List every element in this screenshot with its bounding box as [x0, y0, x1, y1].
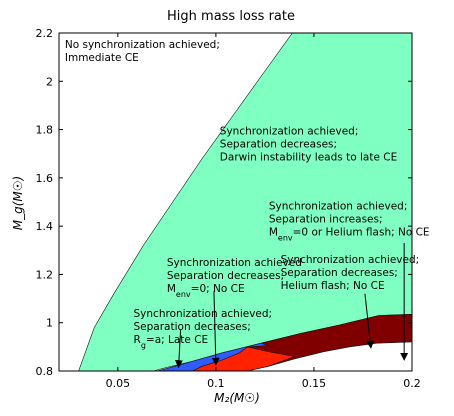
x-tick-label: 0.2 — [403, 377, 421, 390]
annotation-line: Synchronization achieved — [167, 257, 302, 269]
y-tick-label: 2 — [46, 75, 53, 88]
annotation-line: Menv=0; No CE — [167, 283, 245, 299]
annotation-line: Synchronization achieved; — [220, 125, 359, 137]
annotations: No synchronization achieved;Immediate CE… — [65, 39, 430, 350]
y-tick-label: 1.6 — [36, 172, 54, 185]
arrow-menv0 — [211, 291, 220, 366]
region-blue — [157, 342, 269, 371]
annotation-line: Menv=0 or Helium flash; No CE — [269, 227, 430, 243]
region-white — [59, 33, 293, 371]
arrow-helium-flash — [364, 293, 375, 349]
annotation-line: Immediate CE — [65, 52, 139, 64]
annotation-line: Helium flash; No CE — [281, 280, 385, 292]
y-tick-label: 1.4 — [36, 220, 54, 233]
x-tick-label: 0.05 — [106, 377, 131, 390]
annotation-line: Synchronization achieved; — [269, 201, 408, 213]
annotation-menv-helium: Synchronization achieved;Separation incr… — [269, 201, 430, 243]
annotation-line: Separation decreases; — [281, 267, 398, 279]
annotation-immediate-ce: No synchronization achieved;Immediate CE — [65, 39, 220, 64]
y-tick-label: 2.2 — [36, 27, 54, 40]
y-tick-label: 1.8 — [36, 124, 54, 137]
annotation-line: Darwin instability leads to late CE — [220, 151, 397, 163]
annotation-line: Separation decreases; — [134, 321, 251, 333]
y-tick-label: 1.2 — [36, 268, 54, 281]
chart-title: High mass loss rate — [167, 9, 295, 24]
x-axis-label: M₂(M☉) — [214, 391, 260, 405]
axes: 0.05 0.1 0.15 0.2 0.8 1 1.2 1.4 1.6 1.8 2 2.2 — [36, 27, 421, 390]
annotation-helium-flash: Synchronization achieved;Separation decr… — [281, 254, 420, 292]
annotation-late-ce: Synchronization achieved;Separation decr… — [134, 308, 273, 350]
y-tick-label: 0.8 — [36, 365, 54, 378]
annotation-line: Separation decreases; — [220, 138, 337, 150]
annotation-line: Rg=a; Late CE — [134, 334, 209, 350]
y-tick-label: 1 — [46, 317, 53, 330]
arrows — [174, 243, 409, 369]
annotation-line: Synchronization achieved; — [281, 254, 420, 266]
y-axis-label: M_g(M☉) — [11, 176, 25, 230]
annotation-line: No synchronization achieved; — [65, 39, 220, 51]
annotation-line: Separation increases; — [269, 214, 383, 226]
x-tick-label: 0.15 — [302, 377, 327, 390]
annotation-line: Separation decreases; — [167, 270, 284, 282]
arrow-late-ce — [174, 329, 183, 369]
plot-frame — [58, 32, 413, 372]
annotation-line: Synchronization achieved; — [134, 308, 273, 320]
x-tick-label: 0.1 — [207, 377, 225, 390]
annotation-darwin: Synchronization achieved;Separation decr… — [220, 125, 397, 163]
